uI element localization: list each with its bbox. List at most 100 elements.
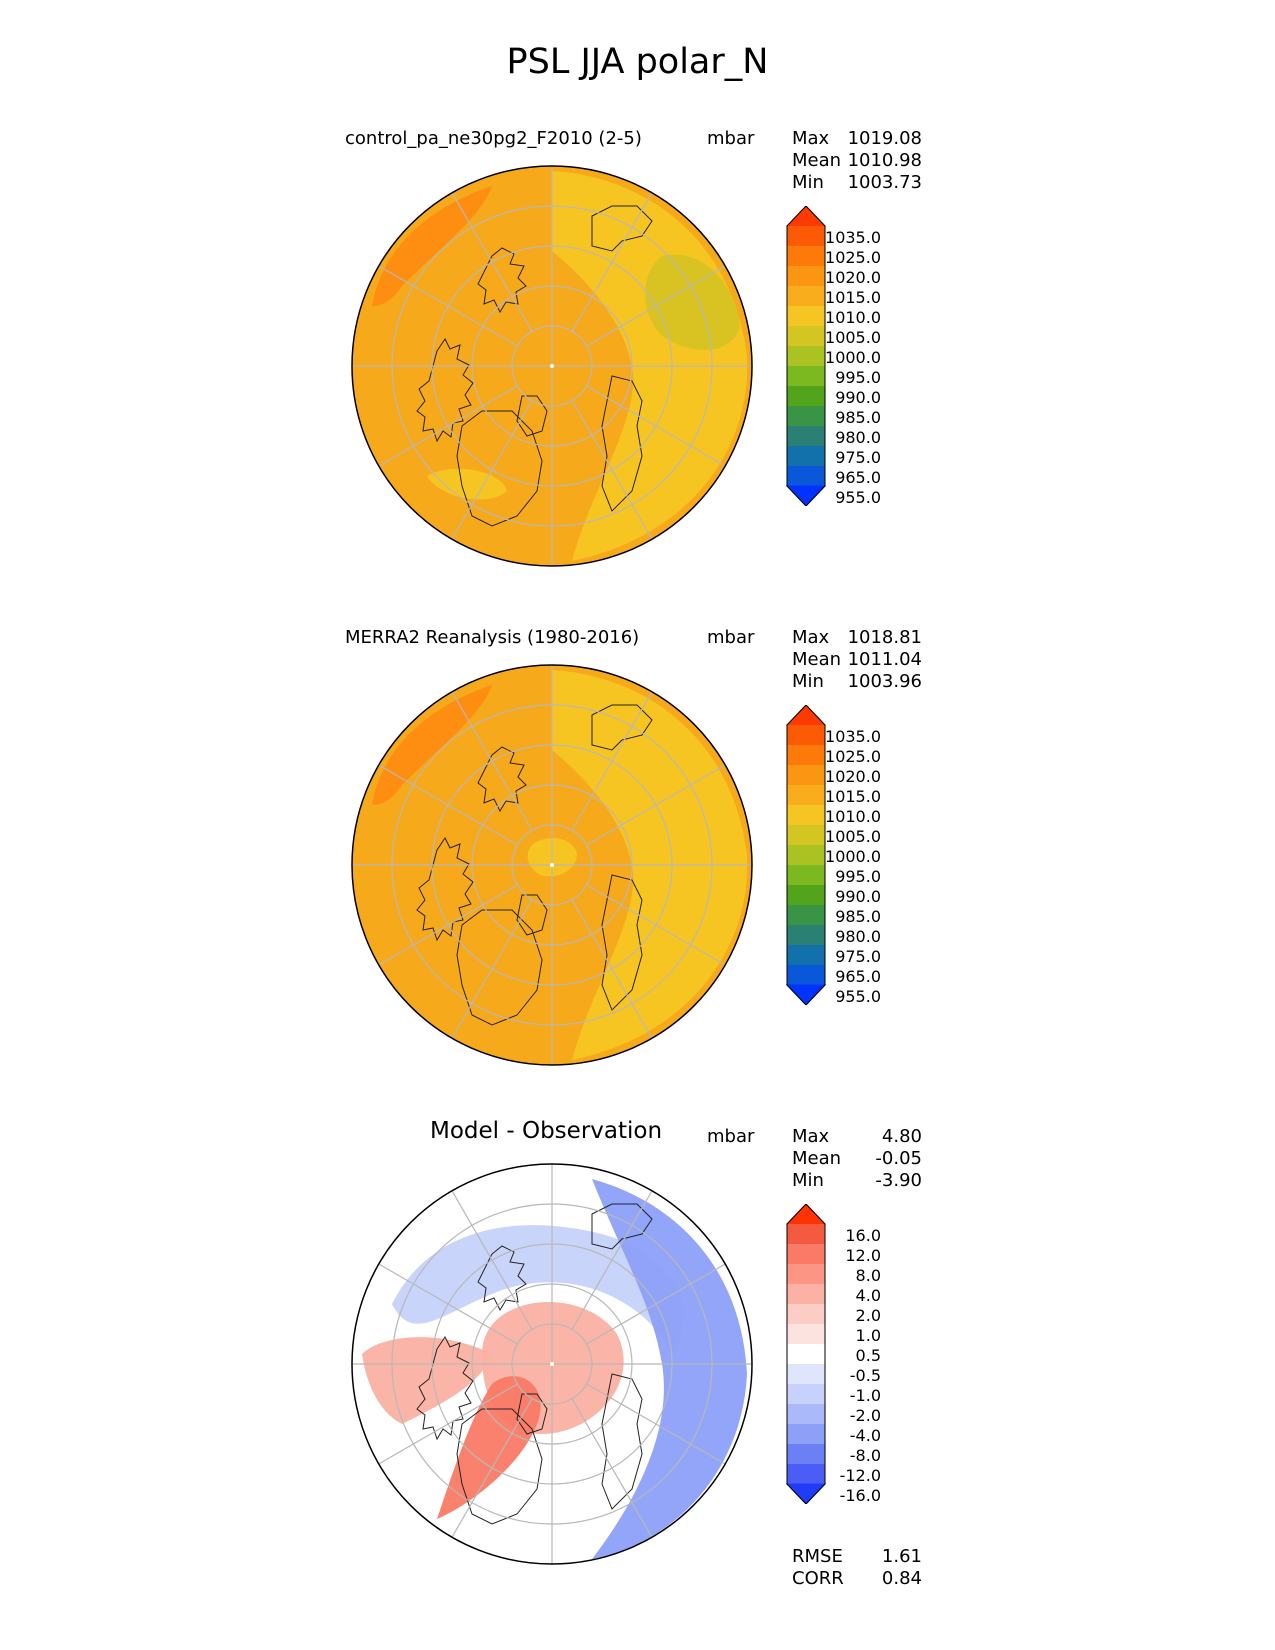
colorbar-swatch: [785, 705, 827, 726]
stat-label: Max: [792, 128, 830, 149]
map-boundary: [351, 664, 753, 1066]
colorbar: 1035.01025.01020.01015.01010.01005.01000…: [785, 206, 881, 506]
colorbar-tick-label: 1020.0: [825, 767, 881, 786]
metric-value: 0.84: [881, 1568, 922, 1589]
colorbar-tick-label: 990.0: [835, 388, 881, 407]
colorbar-swatch: [787, 1264, 825, 1285]
map-boundary: [351, 165, 753, 567]
stat-label: Min: [792, 172, 824, 193]
stat-value: 1010.98: [847, 150, 922, 171]
colorbar-tick-label: 955.0: [835, 488, 881, 506]
colorbar-swatch: [787, 326, 825, 347]
colorbar-swatch: [787, 1324, 825, 1345]
colorbar-swatch: [787, 246, 825, 267]
polar-map: [351, 1163, 753, 1565]
colorbar-swatch: [787, 745, 825, 766]
field-region: [392, 1225, 684, 1354]
colorbar-tick-label: -8.0: [850, 1446, 881, 1465]
colorbar-tick-label: 1025.0: [825, 248, 881, 267]
colorbar-swatch: [787, 1344, 825, 1365]
colorbar-tick-label: 980.0: [835, 428, 881, 447]
colorbar-swatch: [787, 925, 825, 946]
stat-label: Min: [792, 671, 824, 692]
colorbar-swatch: [785, 485, 827, 506]
stat-value: 1011.04: [847, 649, 922, 670]
colorbar-tick-label: 975.0: [835, 448, 881, 467]
colorbar-tick-label: 1025.0: [825, 747, 881, 766]
figure-title: PSL JJA polar_N: [506, 42, 769, 82]
panel-title: Model - Observation: [430, 1118, 663, 1144]
panel-title: control_pa_ne30pg2_F2010 (2-5): [345, 128, 642, 149]
colorbar-tick-label: 1035.0: [825, 727, 881, 746]
units-label: mbar: [707, 1126, 755, 1147]
colorbar-swatch: [787, 466, 825, 487]
colorbar-tick-label: 985.0: [835, 408, 881, 427]
colorbar-tick-label: 0.5: [856, 1346, 881, 1365]
colorbar-swatch: [787, 286, 825, 307]
colorbar-swatch: [787, 1444, 825, 1465]
colorbar-swatch: [787, 266, 825, 287]
colorbar-swatch: [787, 1404, 825, 1425]
panel-title: MERRA2 Reanalysis (1980-2016): [345, 627, 640, 648]
stat-value: 1003.96: [847, 671, 922, 692]
colorbar-tick-label: 975.0: [835, 947, 881, 966]
colorbar-tick-label: 1000.0: [825, 847, 881, 866]
colorbar-swatch: [787, 1424, 825, 1445]
colorbar-swatch: [787, 446, 825, 467]
stat-label: Mean: [792, 150, 842, 171]
stats-block: Max 1019.08 Mean 1010.98 Min 1003.73: [792, 128, 922, 194]
colorbar-tick-label: -2.0: [850, 1406, 881, 1425]
colorbar-swatch: [787, 945, 825, 966]
polar-map: [351, 165, 753, 567]
colorbar-tick-label: 1005.0: [825, 328, 881, 347]
stat-label: Max: [792, 1126, 830, 1147]
colorbar-tick-label: -0.5: [850, 1366, 881, 1385]
colorbar-tick-label: 8.0: [856, 1266, 881, 1285]
colorbar-tick-label: -1.0: [850, 1386, 881, 1405]
colorbar-swatch: [787, 905, 825, 926]
colorbar-swatch: [787, 1464, 825, 1485]
field-region: [372, 186, 492, 306]
colorbar-swatch: [787, 1284, 825, 1305]
polar-map: [351, 664, 753, 1066]
stat-value: 1019.08: [847, 128, 922, 149]
panel-model: control_pa_ne30pg2_F2010 (2-5) mbar Max 1…: [0, 128, 1275, 608]
colorbar-swatch: [787, 965, 825, 986]
stat-label: Max: [792, 627, 830, 648]
colorbar: 16.012.08.04.02.01.00.5-0.5-1.0-2.0-4.0-…: [785, 1204, 881, 1504]
metric-label: CORR: [792, 1568, 844, 1589]
colorbar-swatch: [787, 785, 825, 806]
stat-label: Mean: [792, 1148, 842, 1169]
stat-value: 1003.73: [847, 172, 922, 193]
colorbar-swatch: [787, 825, 825, 846]
colorbar-tick-label: -4.0: [850, 1426, 881, 1445]
colorbar-swatch: [787, 1244, 825, 1265]
colorbar-swatch: [787, 426, 825, 447]
metrics-block: RMSE 1.61 CORR 0.84: [792, 1546, 922, 1590]
colorbar-swatch: [787, 1364, 825, 1385]
stat-value: 4.80: [881, 1126, 922, 1147]
stats-block: Max 4.80 Mean -0.05 Min -3.90: [792, 1126, 922, 1192]
metric-label: RMSE: [792, 1546, 843, 1567]
colorbar-tick-label: 12.0: [845, 1246, 881, 1265]
colorbar-tick-label: 1010.0: [825, 807, 881, 826]
metric-value: 1.61: [881, 1546, 922, 1567]
colorbar-swatch: [787, 1384, 825, 1405]
colorbar-tick-label: -12.0: [840, 1466, 881, 1485]
colorbar-tick-label: 1020.0: [825, 268, 881, 287]
colorbar-tick-label: 955.0: [835, 987, 881, 1005]
units-label: mbar: [707, 128, 755, 149]
stats-block: Max 1018.81 Mean 1011.04 Min 1003.96: [792, 627, 922, 693]
colorbar-swatch: [785, 1483, 827, 1504]
colorbar-swatch: [787, 885, 825, 906]
colorbar-tick-label: 965.0: [835, 967, 881, 986]
units-label: mbar: [707, 627, 755, 648]
stat-value: 1018.81: [847, 627, 922, 648]
panel-difference: Model - Observation mbar Max 4.80 Mean -0.…: [0, 1118, 1275, 1606]
colorbar-swatch: [787, 1224, 825, 1245]
colorbar-tick-label: 1015.0: [825, 288, 881, 307]
colorbar-swatch: [785, 206, 827, 227]
colorbar-tick-label: 995.0: [835, 368, 881, 387]
colorbar-swatch: [785, 984, 827, 1005]
colorbar-tick-label: 1.0: [856, 1326, 881, 1345]
